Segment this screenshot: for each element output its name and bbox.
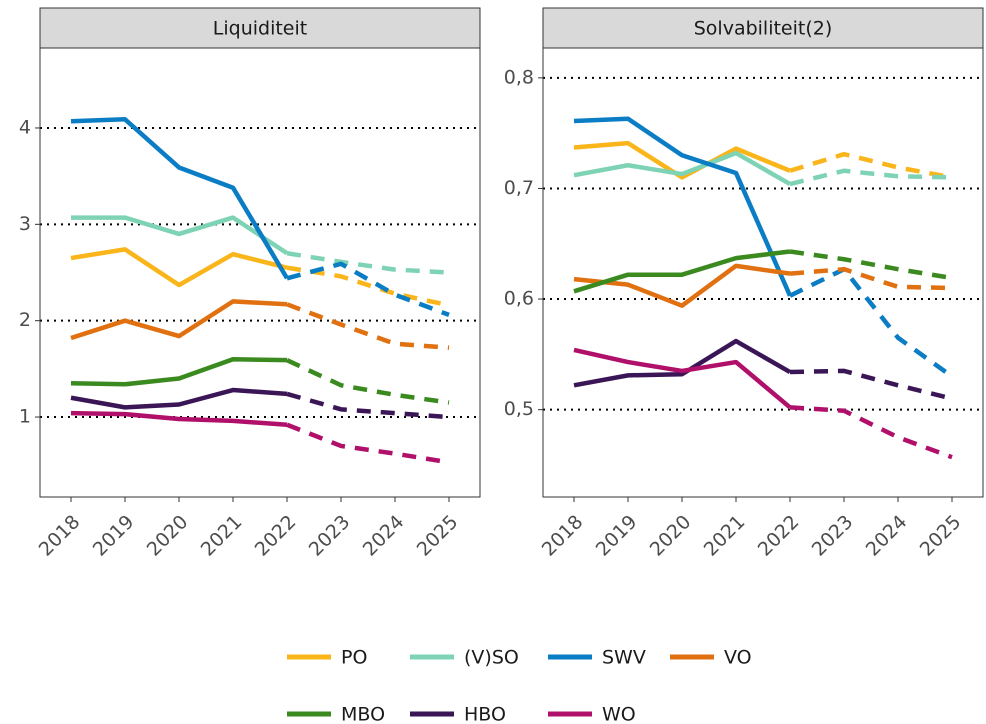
y-tick-label: 0,7 bbox=[504, 177, 534, 199]
x-tick-label: 2020 bbox=[143, 511, 193, 561]
y-tick-label: 4 bbox=[19, 116, 31, 138]
x-tick-label: 2021 bbox=[700, 511, 750, 561]
y-tick-label: 0,5 bbox=[504, 398, 534, 420]
panel-border bbox=[542, 47, 984, 498]
strip-background bbox=[542, 7, 984, 49]
series-line bbox=[70, 387, 288, 410]
series-line-dashed bbox=[789, 266, 954, 379]
series-line-dashed bbox=[789, 368, 953, 401]
legend-label: HBO bbox=[464, 704, 506, 724]
y-tick-label: 2 bbox=[19, 309, 31, 331]
x-tick-label: 2022 bbox=[251, 511, 301, 561]
series-line-dashed bbox=[286, 358, 450, 405]
series-line-dashed bbox=[286, 422, 450, 465]
series-line bbox=[70, 247, 288, 288]
series-line bbox=[573, 347, 792, 410]
y-tick-label: 0,6 bbox=[504, 288, 534, 310]
legend-label: PO bbox=[341, 647, 367, 669]
legend-label: SWV bbox=[602, 647, 646, 669]
series-line bbox=[573, 249, 791, 294]
series-line bbox=[573, 263, 791, 308]
strip-background bbox=[39, 7, 481, 49]
series-line-dashed bbox=[286, 302, 450, 350]
x-tick-label: 2024 bbox=[862, 511, 912, 561]
legend-label: (V)SO bbox=[464, 647, 519, 669]
panel-border bbox=[39, 47, 481, 498]
y-tick-label: 1 bbox=[19, 406, 31, 428]
legend-label: VO bbox=[724, 647, 752, 669]
series-line bbox=[71, 215, 289, 256]
x-tick-label: 2023 bbox=[808, 511, 858, 561]
series-line bbox=[573, 140, 791, 180]
legend-label: MBO bbox=[341, 704, 385, 724]
series-line bbox=[573, 150, 792, 186]
x-tick-label: 2024 bbox=[359, 511, 409, 561]
series-line bbox=[573, 338, 792, 388]
x-tick-label: 2022 bbox=[754, 511, 804, 561]
y-tick-label: 0,8 bbox=[504, 66, 534, 88]
series-line-dashed bbox=[789, 266, 953, 291]
panel-title: Solvabiliteit(2) bbox=[694, 18, 833, 40]
x-tick-label: 2025 bbox=[916, 511, 966, 561]
series-line bbox=[70, 356, 288, 387]
series-line-dashed bbox=[789, 249, 953, 281]
series-line-dashed bbox=[286, 391, 450, 420]
series-line-dashed bbox=[286, 251, 450, 275]
series-line-dashed bbox=[286, 261, 450, 318]
x-tick-label: 2025 bbox=[413, 511, 463, 561]
series-line bbox=[70, 117, 289, 280]
x-tick-label: 2019 bbox=[89, 511, 139, 561]
x-tick-label: 2018 bbox=[538, 511, 588, 561]
series-line-dashed bbox=[789, 168, 953, 187]
legend-label: WO bbox=[602, 704, 636, 724]
series-line-dashed bbox=[789, 405, 953, 460]
x-tick-label: 2020 bbox=[646, 511, 696, 561]
series-line-dashed bbox=[789, 151, 953, 180]
x-tick-label: 2023 bbox=[305, 511, 355, 561]
x-tick-label: 2021 bbox=[197, 511, 247, 561]
series-line bbox=[70, 410, 288, 427]
y-tick-label: 3 bbox=[19, 213, 31, 235]
x-tick-label: 2018 bbox=[35, 511, 85, 561]
legend: PO (V)SO SWV VO MBO HBO WO bbox=[287, 647, 752, 724]
panel-title: Liquiditeit bbox=[213, 18, 307, 40]
x-tick-label: 2019 bbox=[592, 511, 642, 561]
series-line bbox=[70, 299, 288, 341]
series-line bbox=[573, 116, 793, 297]
